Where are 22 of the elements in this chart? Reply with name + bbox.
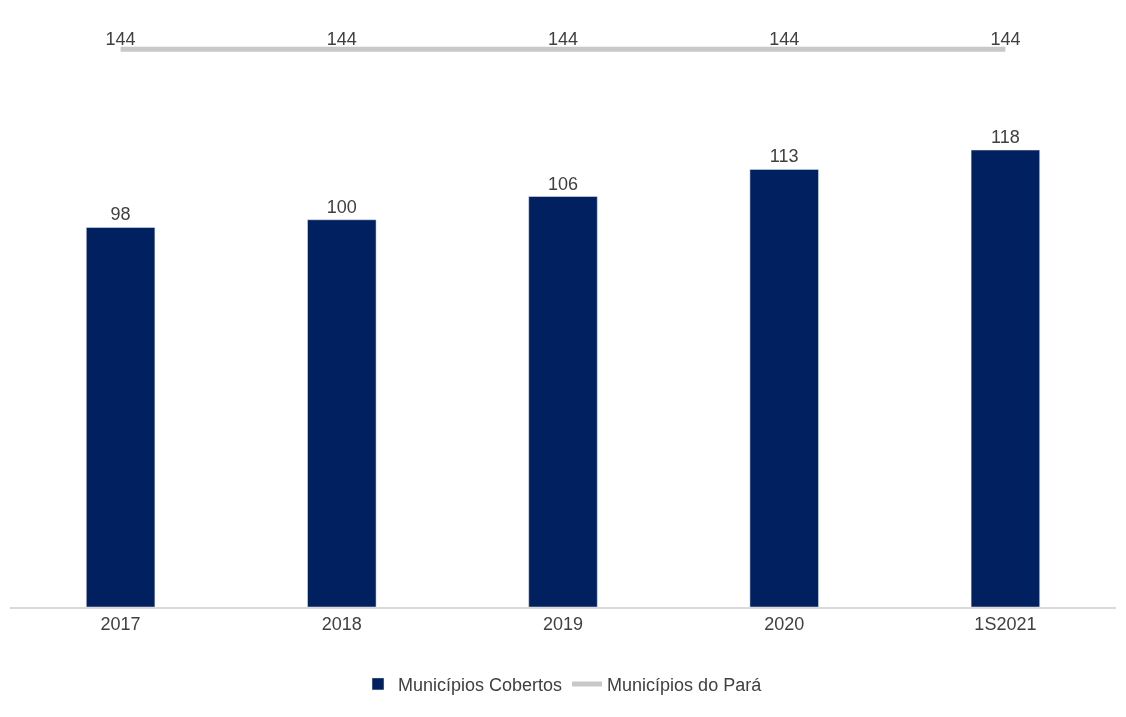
legend-label: Municípios do Pará bbox=[607, 674, 763, 695]
data-label: 144 bbox=[105, 28, 136, 49]
x-tick-label: 2018 bbox=[321, 614, 362, 635]
x-tick-label: 1S2021 bbox=[974, 614, 1037, 635]
data-label: 144 bbox=[769, 28, 800, 49]
bar bbox=[307, 219, 377, 607]
x-tick-label: 2019 bbox=[542, 614, 584, 635]
data-label: 98 bbox=[110, 204, 131, 225]
data-label: 144 bbox=[326, 28, 357, 49]
x-tick-label: 2020 bbox=[764, 614, 805, 635]
data-label: 113 bbox=[769, 146, 799, 167]
bar bbox=[970, 149, 1040, 607]
legend-label: Municípios Cobertos bbox=[398, 674, 563, 695]
bar bbox=[528, 196, 598, 607]
data-label: 144 bbox=[547, 28, 579, 49]
data-label: 144 bbox=[990, 28, 1021, 49]
bar bbox=[86, 227, 156, 607]
data-label: 118 bbox=[991, 127, 1020, 148]
data-label: 100 bbox=[326, 196, 357, 217]
data-label: 106 bbox=[547, 173, 579, 194]
bar bbox=[749, 169, 819, 607]
x-tick-label: 2017 bbox=[100, 614, 141, 635]
